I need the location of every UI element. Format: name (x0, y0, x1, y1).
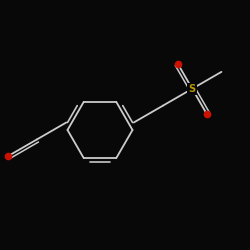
Text: S: S (189, 84, 196, 94)
